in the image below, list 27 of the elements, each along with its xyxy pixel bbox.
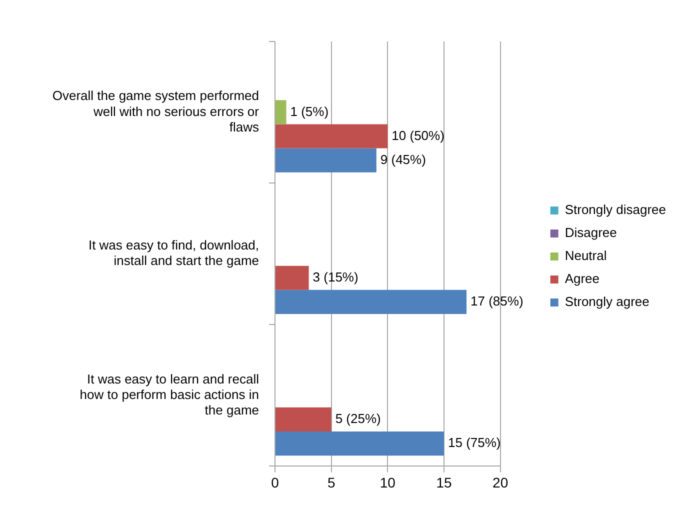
data-label: 3 (15%)	[312, 269, 358, 284]
bar	[276, 407, 332, 432]
bar	[276, 266, 309, 290]
data-label: 9 (45%)	[380, 152, 426, 167]
data-label: 10 (50%)	[392, 128, 444, 143]
x-tick-label: 20	[492, 474, 508, 490]
legend-label: Strongly agree	[564, 294, 650, 310]
bar	[276, 432, 444, 456]
legend-label: Agree	[564, 271, 600, 286]
y-tick-label: It was easy to learn and recall how to perform basic actions in the game	[80, 371, 260, 418]
legend-label: Disagree	[564, 225, 617, 240]
data-label: 17 (85%)	[470, 294, 524, 309]
x-tick-label: 15	[436, 474, 452, 490]
legend-label: Neutral	[564, 248, 607, 264]
x-tick-label: 5	[327, 474, 336, 490]
x-tick-label: 0	[271, 474, 280, 490]
bar	[276, 148, 376, 172]
data-label: 15 (75%)	[448, 435, 501, 450]
data-label: 1 (5%)	[290, 104, 329, 119]
data-label: 5 (25%)	[335, 411, 381, 426]
y-tick-label: Overall the game system performed well with no serious errors or flaws	[52, 88, 260, 134]
bar	[276, 100, 286, 124]
bar	[276, 290, 467, 314]
y-tick-label: It was easy to find, download, install and start the game	[88, 238, 259, 268]
legend-label: Strongly disagree	[564, 202, 666, 218]
bar	[276, 124, 388, 148]
x-tick-label: 10	[380, 474, 396, 490]
